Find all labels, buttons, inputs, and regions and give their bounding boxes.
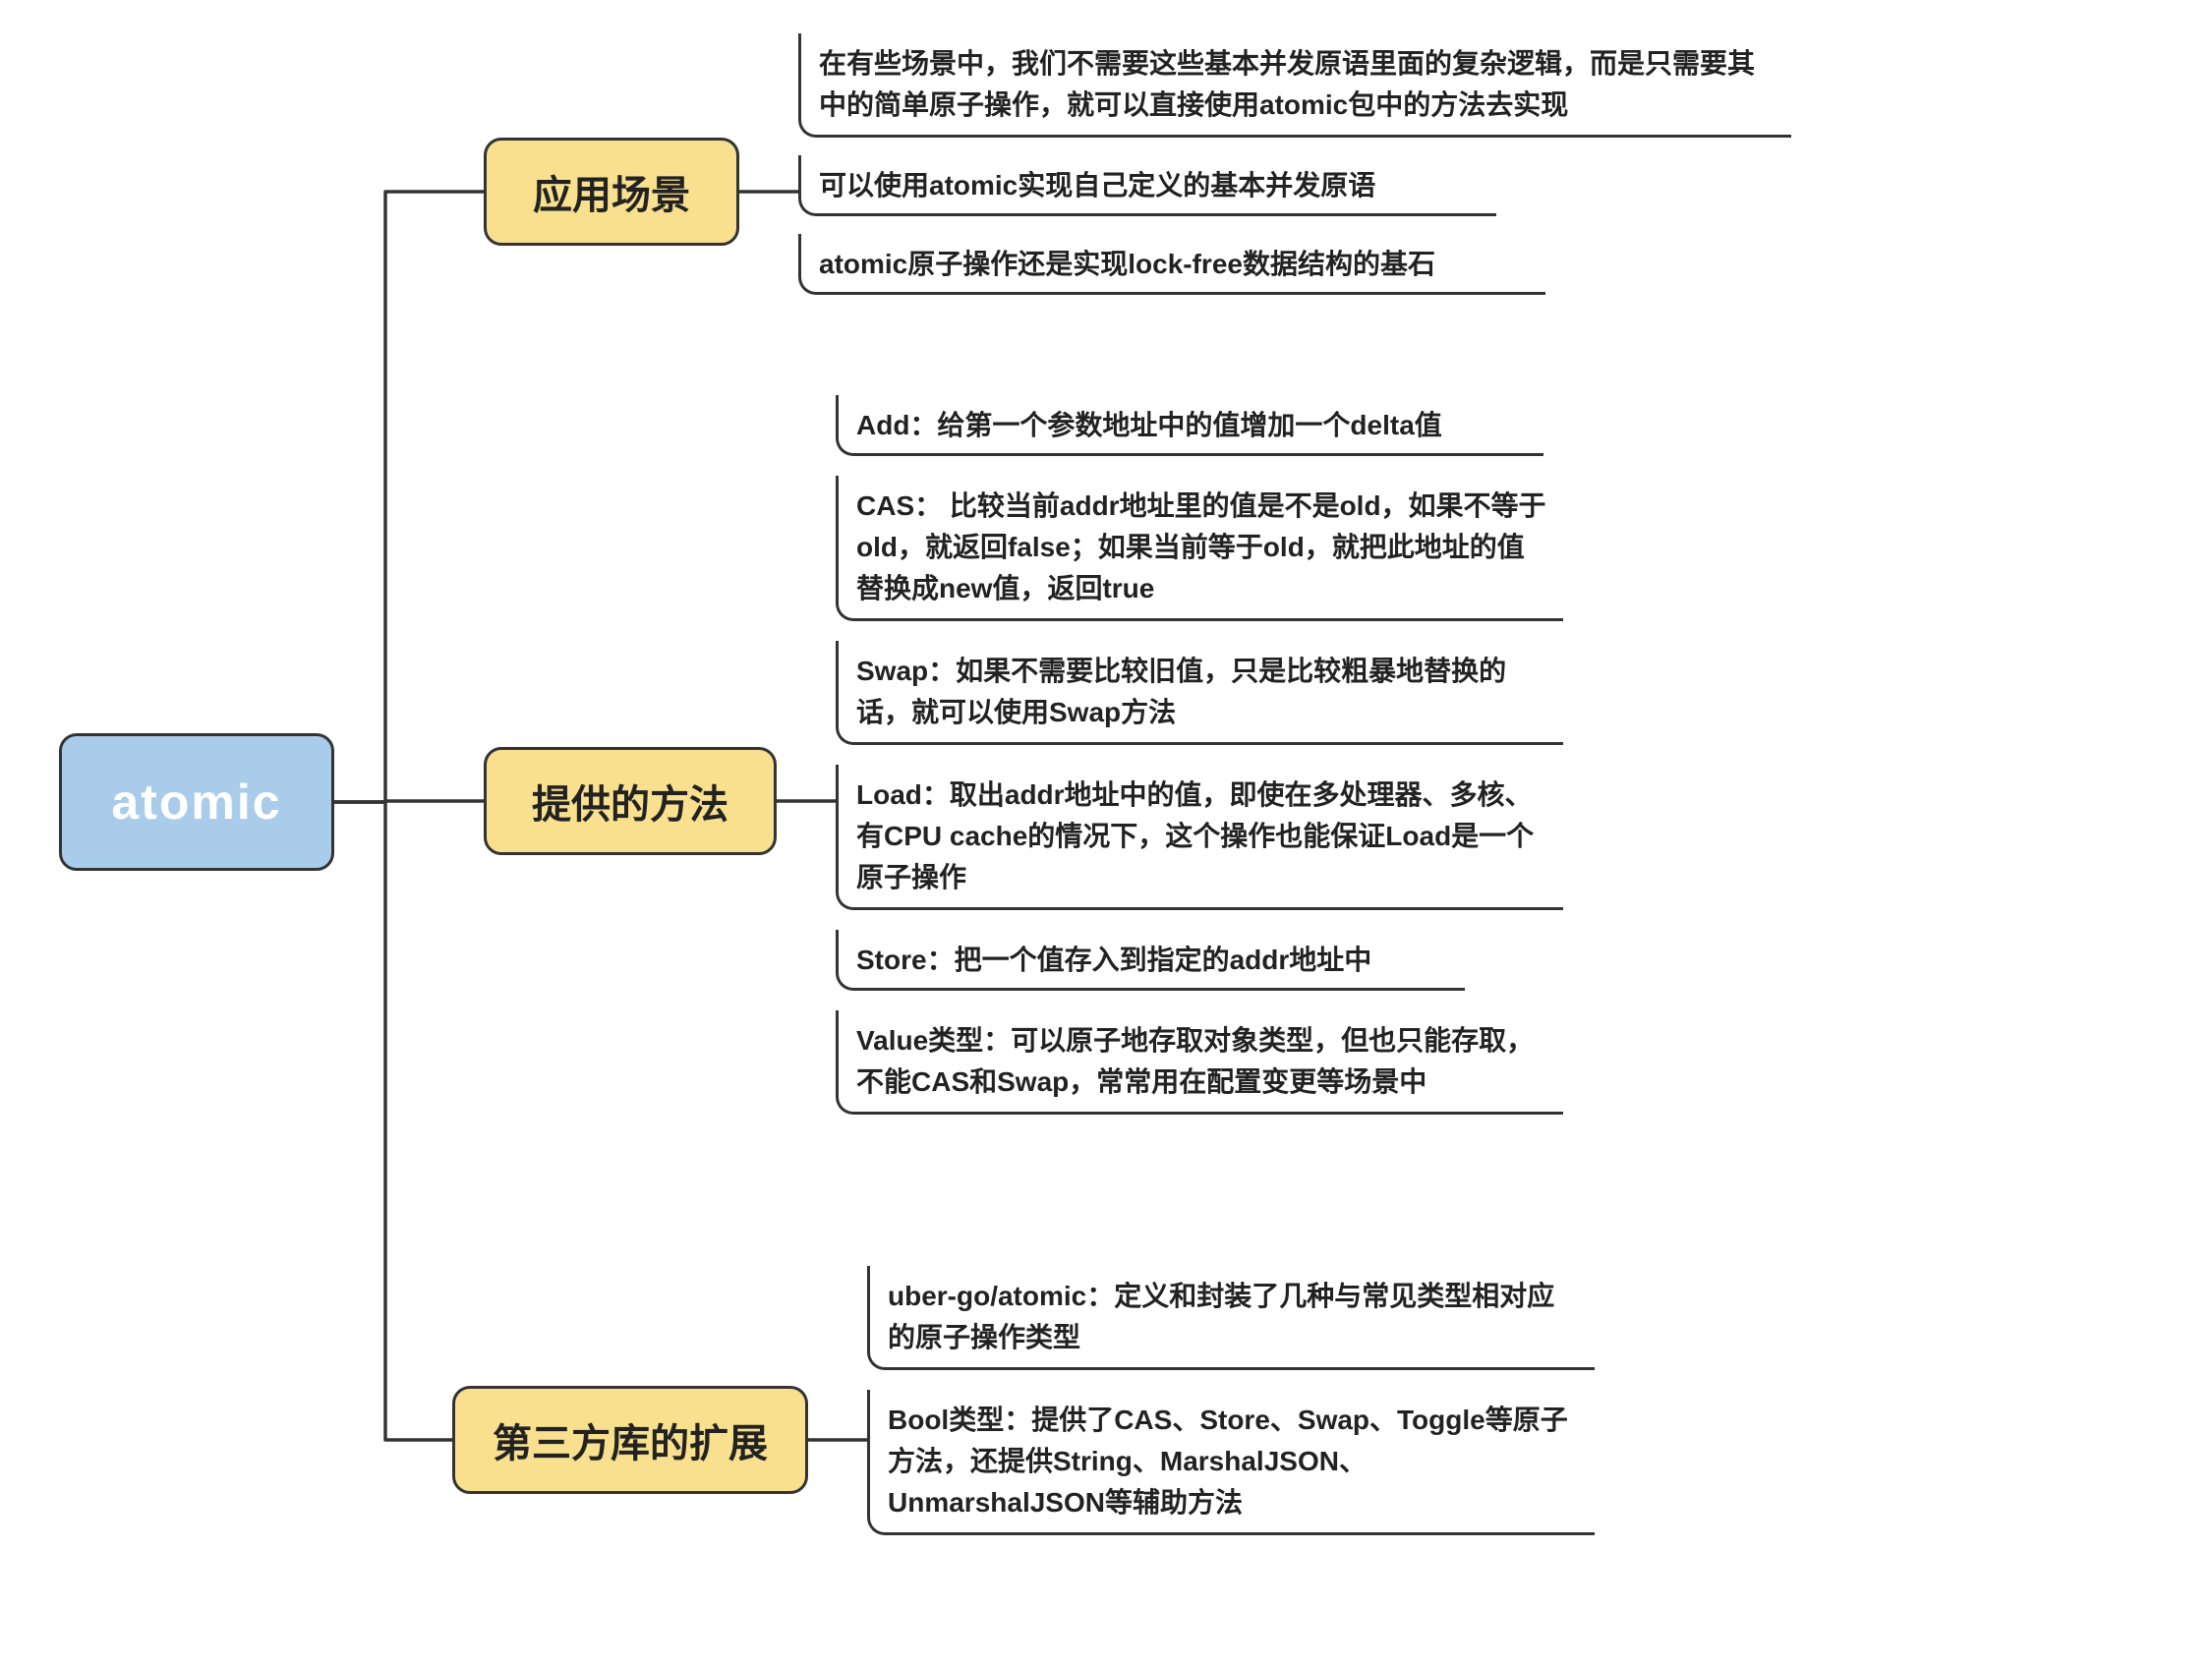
leaf-item: Value类型：可以原子地存取对象类型，但也只能存取，不能CAS和Swap，常常…: [836, 1010, 1563, 1115]
leaf-text: Load：取出addr地址中的值，即使在多处理器、多核、有CPU cache的情…: [856, 779, 1534, 892]
branch-node-thirdparty: 第三方库的扩展: [452, 1386, 808, 1494]
leaf-item: 在有些场景中，我们不需要这些基本并发原语里面的复杂逻辑，而是只需要其中的简单原子…: [798, 33, 1791, 138]
root-node: atomic: [59, 733, 334, 871]
branch-label: 第三方库的扩展: [493, 1411, 768, 1468]
leaf-item: Bool类型：提供了CAS、Store、Swap、Toggle等原子方法，还提供…: [867, 1390, 1595, 1535]
branch-label: 应用场景: [533, 163, 690, 220]
leaf-item: Store：把一个值存入到指定的addr地址中: [836, 930, 1465, 991]
branch-node-methods: 提供的方法: [484, 747, 777, 855]
leaf-item: Swap：如果不需要比较旧值，只是比较粗暴地替换的话，就可以使用Swap方法: [836, 641, 1563, 745]
leaf-text: Bool类型：提供了CAS、Store、Swap、Toggle等原子方法，还提供…: [888, 1405, 1568, 1518]
leaf-text: Add：给第一个参数地址中的值增加一个delta值: [856, 410, 1442, 440]
leaf-item: Add：给第一个参数地址中的值增加一个delta值: [836, 395, 1543, 456]
mindmap-canvas: atomic 应用场景 在有些场景中，我们不需要这些基本并发原语里面的复杂逻辑，…: [0, 0, 2212, 1664]
leaf-text: uber-go/atomic：定义和封装了几种与常见类型相对应的原子操作类型: [888, 1281, 1554, 1352]
leaf-text: Swap：如果不需要比较旧值，只是比较粗暴地替换的话，就可以使用Swap方法: [856, 656, 1506, 727]
leaf-item: Load：取出addr地址中的值，即使在多处理器、多核、有CPU cache的情…: [836, 765, 1563, 910]
leaf-text: Store：把一个值存入到指定的addr地址中: [856, 945, 1371, 975]
leaf-item: 可以使用atomic实现自己定义的基本并发原语: [798, 155, 1496, 216]
leaf-item: atomic原子操作还是实现lock-free数据结构的基石: [798, 234, 1545, 295]
leaf-item: uber-go/atomic：定义和封装了几种与常见类型相对应的原子操作类型: [867, 1266, 1595, 1370]
leaf-text: CAS： 比较当前addr地址里的值是不是old，如果不等于old，就返回fal…: [856, 490, 1546, 603]
branch-node-scenarios: 应用场景: [484, 138, 739, 246]
leaf-text: Value类型：可以原子地存取对象类型，但也只能存取，不能CAS和Swap，常常…: [856, 1025, 1534, 1097]
root-label: atomic: [111, 774, 281, 831]
branch-label: 提供的方法: [532, 773, 728, 830]
leaf-text: 在有些场景中，我们不需要这些基本并发原语里面的复杂逻辑，而是只需要其中的简单原子…: [819, 48, 1755, 120]
leaf-item: CAS： 比较当前addr地址里的值是不是old，如果不等于old，就返回fal…: [836, 476, 1563, 621]
leaf-text: atomic原子操作还是实现lock-free数据结构的基石: [819, 249, 1435, 279]
leaf-text: 可以使用atomic实现自己定义的基本并发原语: [819, 170, 1375, 201]
